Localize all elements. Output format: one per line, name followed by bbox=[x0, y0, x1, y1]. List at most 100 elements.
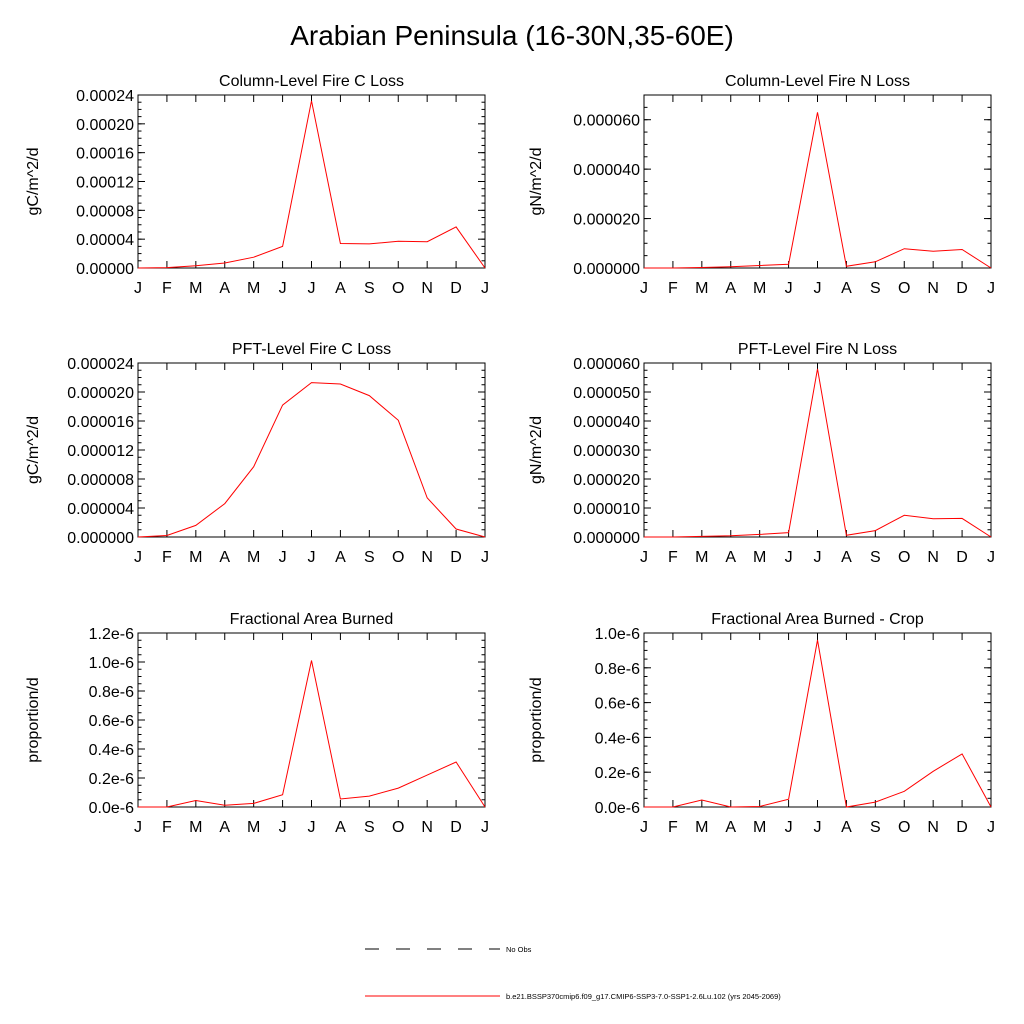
x-tick-label: F bbox=[668, 280, 678, 297]
x-tick-label: N bbox=[927, 819, 939, 836]
x-tick-label: A bbox=[335, 819, 346, 836]
y-tick-label: 0.2e-6 bbox=[89, 771, 134, 788]
y-tick-label: 0.00012 bbox=[76, 175, 134, 192]
chart-panel: Fractional Area Burned - Crop proportion/… bbox=[528, 611, 995, 836]
x-tick-label: M bbox=[247, 819, 260, 836]
y-tick-label: 0.00000 bbox=[76, 261, 134, 278]
x-tick-label: S bbox=[870, 549, 881, 566]
y-tick-label: 0.000008 bbox=[67, 472, 134, 489]
y-axis-label: gC/m^2/d bbox=[25, 148, 42, 216]
x-tick-label: J bbox=[308, 280, 316, 297]
chart-panel: Column-Level Fire N Loss gN/m^2/d 0.000000… bbox=[528, 73, 995, 297]
y-tick-label: 0.000012 bbox=[67, 443, 134, 460]
x-tick-label: D bbox=[956, 819, 968, 836]
x-tick-label: J bbox=[987, 280, 995, 297]
y-tick-label: 0.6e-6 bbox=[89, 713, 134, 730]
x-tick-label: N bbox=[421, 549, 433, 566]
x-tick-label: J bbox=[814, 280, 822, 297]
x-tick-label: J bbox=[279, 819, 287, 836]
x-tick-label: A bbox=[725, 549, 736, 566]
x-tick-label: J bbox=[134, 280, 142, 297]
y-tick-label: 0.000000 bbox=[67, 530, 134, 547]
series-line bbox=[137, 100, 486, 269]
x-tick-label: M bbox=[247, 549, 260, 566]
y-tick-label: 0.000016 bbox=[67, 414, 134, 431]
x-tick-label: D bbox=[956, 549, 968, 566]
x-tick-label: O bbox=[898, 819, 910, 836]
y-tick-label: 1.0e-6 bbox=[89, 655, 134, 672]
x-tick-label: J bbox=[279, 549, 287, 566]
x-tick-label: M bbox=[247, 280, 260, 297]
y-tick-label: 0.0e-6 bbox=[595, 800, 640, 817]
x-tick-label: O bbox=[898, 280, 910, 297]
plot-frame bbox=[137, 94, 486, 269]
x-tick-label: A bbox=[841, 549, 852, 566]
chart-title: Column-Level Fire N Loss bbox=[725, 73, 910, 90]
y-tick-label: 0.8e-6 bbox=[89, 684, 134, 701]
y-tick-label: 1.0e-6 bbox=[595, 626, 640, 643]
y-tick-label: 0.000020 bbox=[573, 212, 640, 229]
y-tick-label: 0.000040 bbox=[573, 414, 640, 431]
y-axis-label: gC/m^2/d bbox=[25, 416, 42, 484]
x-tick-label: A bbox=[219, 819, 230, 836]
x-tick-label: S bbox=[870, 280, 881, 297]
x-tick-label: F bbox=[162, 819, 172, 836]
x-tick-label: M bbox=[695, 819, 708, 836]
x-tick-label: D bbox=[450, 549, 462, 566]
x-tick-label: J bbox=[134, 819, 142, 836]
y-tick-label: 0.000060 bbox=[573, 113, 640, 130]
y-tick-label: 0.00024 bbox=[76, 88, 134, 105]
x-tick-label: A bbox=[725, 280, 736, 297]
plot-frame bbox=[643, 632, 992, 808]
page-title: Arabian Peninsula (16-30N,35-60E) bbox=[290, 20, 734, 51]
series-line bbox=[644, 368, 992, 538]
legend-label: b.e21.BSSP370cmip6.f09_g17.CMIP6-SSP3-7.… bbox=[506, 992, 781, 1001]
series-line bbox=[644, 639, 992, 808]
y-tick-label: 0.000050 bbox=[573, 385, 640, 402]
x-tick-label: A bbox=[725, 819, 736, 836]
x-tick-label: A bbox=[841, 280, 852, 297]
y-tick-label: 0.00020 bbox=[76, 117, 134, 134]
x-tick-label: J bbox=[481, 549, 489, 566]
y-axis-label: proportion/d bbox=[25, 677, 42, 762]
x-tick-label: A bbox=[335, 549, 346, 566]
x-tick-label: J bbox=[481, 280, 489, 297]
series-line bbox=[137, 382, 486, 538]
y-axis-label: proportion/d bbox=[528, 677, 545, 762]
y-tick-label: 0.000024 bbox=[67, 356, 134, 373]
x-tick-label: M bbox=[189, 280, 202, 297]
chart-title: PFT-Level Fire C Loss bbox=[232, 341, 391, 358]
x-tick-label: D bbox=[956, 280, 968, 297]
y-tick-label: 0.0e-6 bbox=[89, 800, 134, 817]
x-tick-label: A bbox=[335, 280, 346, 297]
y-tick-label: 0.000020 bbox=[67, 385, 134, 402]
plot-frame bbox=[137, 632, 486, 808]
x-tick-label: S bbox=[364, 280, 375, 297]
y-tick-label: 0.00004 bbox=[76, 232, 134, 249]
x-tick-label: A bbox=[219, 549, 230, 566]
x-tick-label: F bbox=[668, 819, 678, 836]
chart-title: Column-Level Fire C Loss bbox=[219, 73, 404, 90]
x-tick-label: S bbox=[870, 819, 881, 836]
x-tick-label: O bbox=[392, 549, 404, 566]
x-tick-label: J bbox=[640, 280, 648, 297]
y-tick-label: 0.4e-6 bbox=[89, 742, 134, 759]
y-tick-label: 1.2e-6 bbox=[89, 626, 134, 643]
x-tick-label: A bbox=[841, 819, 852, 836]
x-tick-label: J bbox=[814, 819, 822, 836]
x-tick-label: N bbox=[927, 549, 939, 566]
x-tick-label: M bbox=[753, 549, 766, 566]
x-tick-label: M bbox=[189, 549, 202, 566]
x-tick-label: J bbox=[640, 819, 648, 836]
plot-frame bbox=[137, 362, 486, 538]
x-tick-label: J bbox=[987, 549, 995, 566]
x-tick-label: J bbox=[134, 549, 142, 566]
chart-panel: PFT-Level Fire C Loss gC/m^2/d 0.000000 0.0… bbox=[25, 341, 489, 566]
x-tick-label: J bbox=[785, 280, 793, 297]
chart-panel: Column-Level Fire C Loss gC/m^2/d 0.00000 0… bbox=[25, 73, 489, 297]
x-tick-label: N bbox=[421, 280, 433, 297]
x-tick-label: S bbox=[364, 819, 375, 836]
legend: No Obs b.e21.BSSP370cmip6.f09_g17.CMIP6-S… bbox=[365, 945, 781, 1001]
x-tick-label: J bbox=[814, 549, 822, 566]
